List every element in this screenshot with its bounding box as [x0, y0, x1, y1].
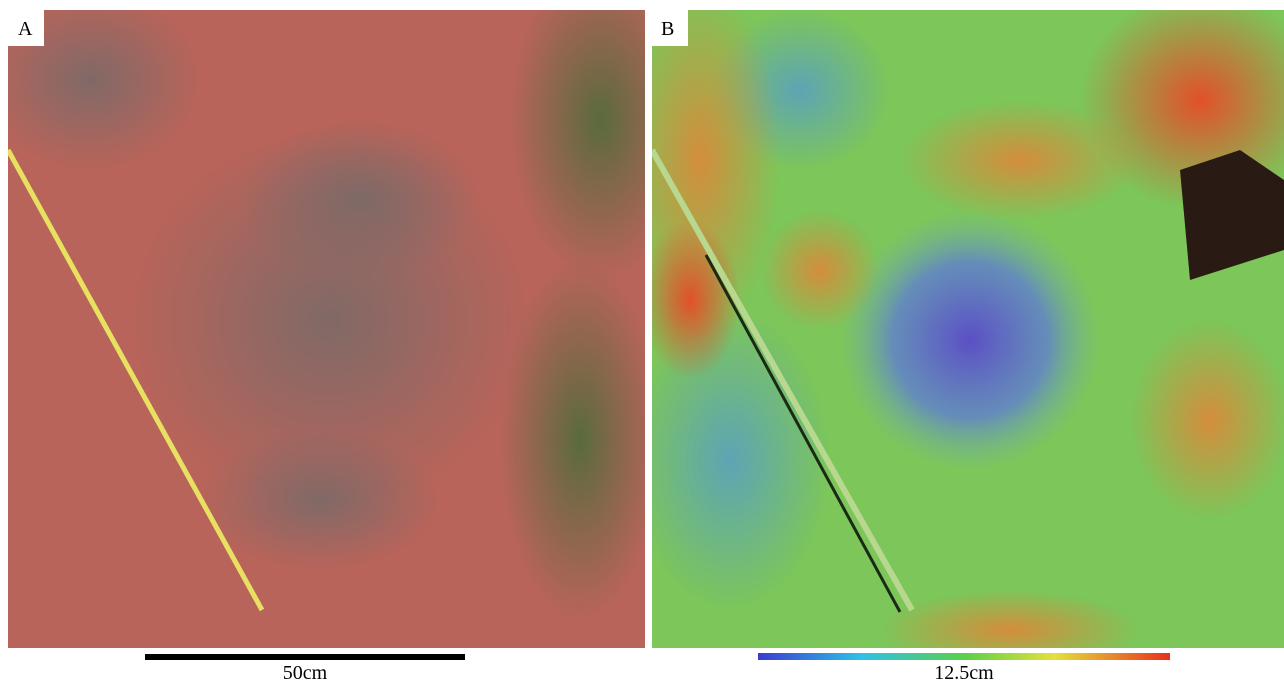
scale-bar-label: 50cm [283, 662, 328, 684]
label-box [8, 10, 44, 46]
panel-label: A [18, 18, 33, 40]
heightmap-panel [652, 10, 1284, 648]
color-bar-label: 12.5cm [934, 662, 994, 684]
panel-label: B [661, 18, 674, 40]
photo-panel [8, 10, 645, 648]
scale-bar [145, 654, 465, 660]
label-box [652, 10, 688, 46]
color-bar [758, 653, 1170, 660]
